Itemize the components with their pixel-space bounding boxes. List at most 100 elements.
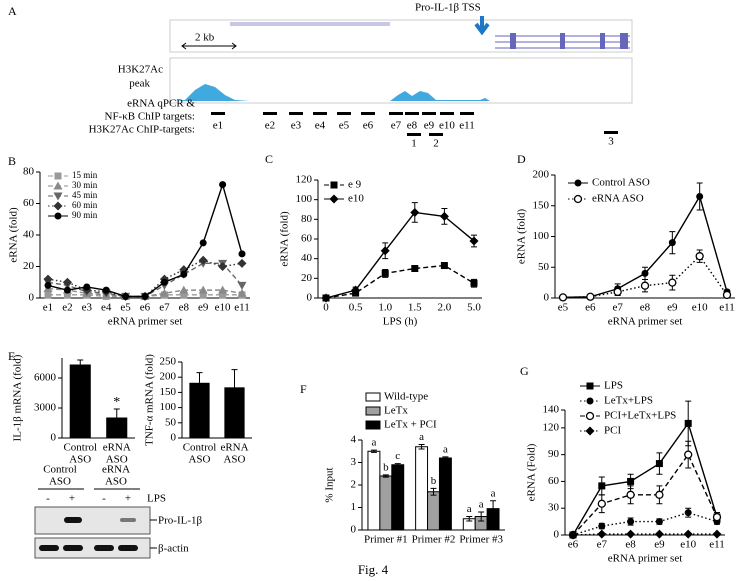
marker [63,291,71,299]
bar [379,475,393,531]
x-tick-label: e7 [597,539,608,551]
marker [655,518,663,526]
x-tick-label: 0.5 [349,302,363,314]
legend-label: 30 min [72,180,98,190]
error-bar [418,444,425,450]
x-axis-label: eRNA primer set [108,316,183,328]
target-label: e6 [363,120,374,132]
y-tick-label: 1 [351,501,357,513]
target-label: e5 [339,120,350,132]
error-bar [442,456,449,460]
marker [219,291,227,299]
marker [83,283,91,291]
marker [585,426,595,436]
target-bar [422,112,436,115]
marker [586,382,594,390]
significance-letter: a [371,437,376,449]
target-bar [211,112,225,115]
y-tick-label: 4 [351,434,357,446]
marker [321,293,331,303]
target-bar [440,112,454,115]
y-tick-label: 0 [51,432,57,444]
marker [102,286,110,294]
marker [573,194,583,204]
group-label: eRNA [102,464,130,476]
x-tick-label: e6 [568,539,579,551]
legend-label: LPS [604,380,623,392]
marker [180,270,188,278]
lane-label: - [102,493,106,505]
y-tick-label: 0 [171,432,177,444]
y-tick-label: 2 [351,479,357,491]
marker [44,281,52,289]
target-bar [460,112,474,115]
marker [218,262,228,271]
legend-label: 45 min [72,190,98,200]
browser-header [230,22,390,26]
series-line [572,533,717,536]
marker [470,279,478,287]
y-tick-label: 0 [29,292,35,304]
marker [558,293,568,302]
tss-label: Pro-IL-1β TSS [415,2,481,14]
x-tick-label: e11 [709,539,724,551]
x-tick-label: e9 [667,302,678,314]
error-bar [430,487,437,496]
marker [198,285,208,294]
x-tick-label: 5.0 [467,302,481,314]
legend-label: LeTx [384,405,408,417]
marker [722,290,732,300]
target-bar [405,112,419,115]
marker [180,291,188,299]
marker [598,482,606,490]
target-label: e7 [391,120,402,132]
marker [380,246,390,256]
chart: D 0 50 100 150 200 eRNA (fold) eRNA primer set e… [516,152,735,328]
y-tick-label: 40 [301,252,313,264]
bar [367,450,381,531]
target-label: e9 [424,120,435,132]
marker [440,262,448,270]
error-bar [466,516,473,522]
marker [44,291,52,299]
significance-letter: b [383,461,389,473]
x-tick-label: Control [63,442,97,454]
target-bar [604,131,618,134]
marker [684,450,693,459]
lane-label: + [125,493,131,505]
error-bar [394,463,401,467]
marker [626,490,635,499]
target-bar [429,133,443,136]
marker [696,193,704,201]
y-tick-label: 0 [554,529,560,541]
marker [627,518,635,526]
marker [159,288,169,297]
x-tick-label: e10 [680,539,696,551]
x-tick-label: e7 [612,302,623,314]
marker [53,181,63,190]
x-tick-label: e6 [585,302,596,314]
y-axis-label: % Input [324,467,336,502]
h3k27ac-peaks [172,84,630,101]
band [120,518,136,522]
target-bar [337,112,351,115]
marker [626,529,636,539]
target-bar [263,112,277,115]
y-tick-label: 60 [548,475,560,487]
y-tick-label: 60 [301,233,313,245]
y-tick-label: 3 [351,456,357,468]
error-bar [382,474,389,478]
legend-label: LeTx + PCI [384,419,437,431]
y-tick-label: 100 [160,401,177,413]
marker [219,181,227,189]
y-axis-label: TNF-α mRNA (fold) [144,354,156,446]
target-label: 2 [433,138,439,150]
marker [237,281,247,290]
series-line [572,421,718,536]
track-label: H3K27Ac [118,64,163,76]
chart: B 0 20 40 60 80 eRNA (fold) eRNA primer set e1 e2… [8,154,250,328]
caption: Fig. 4 [358,562,389,577]
target-bar [407,133,421,136]
panel-letter: A [8,4,17,18]
